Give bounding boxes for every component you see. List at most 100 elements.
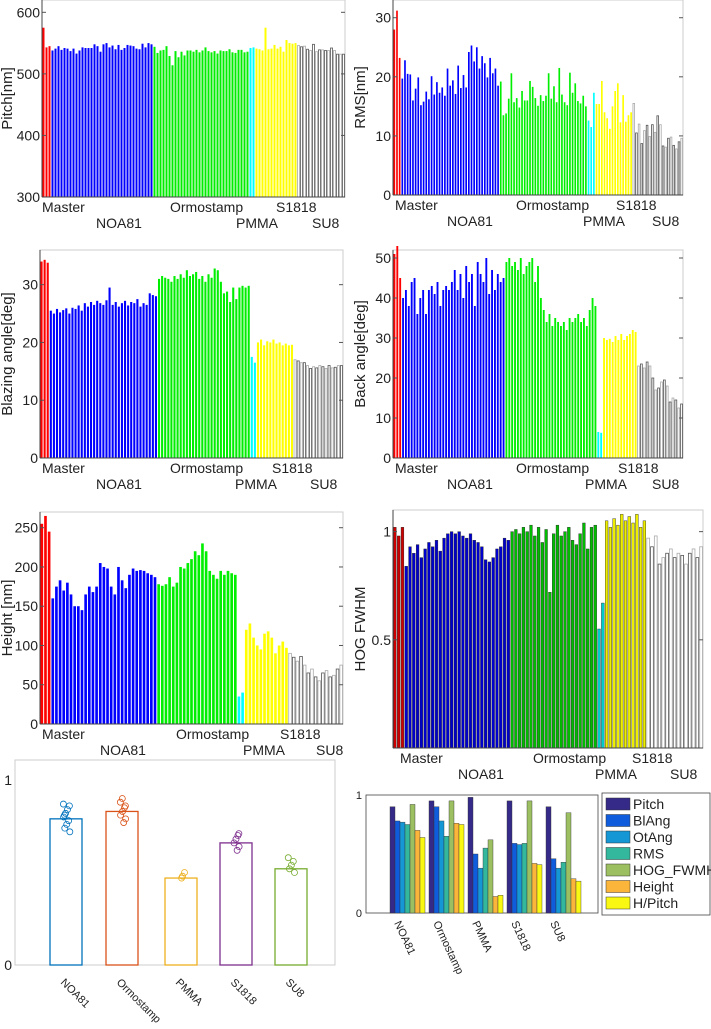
bar-noa81 <box>93 304 96 458</box>
bar-noa81 <box>459 274 462 458</box>
y-axis-label: Back angle[deg] <box>352 300 369 408</box>
bar-noa81 <box>84 48 87 197</box>
bar-noa81 <box>494 290 496 458</box>
y-tick-label: 150 <box>15 598 39 614</box>
bar-su8 <box>672 144 675 196</box>
bar-master <box>40 261 43 458</box>
bar-su8 <box>318 49 321 198</box>
bar-noa81 <box>422 290 425 458</box>
bar-master <box>46 262 49 458</box>
bar-s1818 <box>259 649 263 724</box>
bar-noa81 <box>465 266 468 458</box>
bar-s1818 <box>595 104 598 195</box>
bar-noa81 <box>468 282 471 458</box>
bar-master <box>42 27 45 198</box>
bar-noa81 <box>473 61 475 196</box>
bar-noa81 <box>425 91 428 195</box>
group-label: PMMA <box>585 476 628 492</box>
bar-ormostamp <box>213 51 216 197</box>
bar-su8 <box>324 50 327 198</box>
bar-su8 <box>680 555 685 749</box>
bar-ormostamp <box>542 310 545 458</box>
bar-noa81 <box>408 546 412 749</box>
data-point <box>181 869 188 876</box>
bar-ormostamp <box>204 47 207 198</box>
bar-s1818 <box>266 631 270 724</box>
bar-s1818 <box>598 104 601 195</box>
y-tick-label: 300 <box>17 189 41 205</box>
bar-ormostamp <box>228 49 231 197</box>
bar-noa81 <box>412 553 416 749</box>
bar-master <box>393 29 396 195</box>
bar-height <box>570 878 577 914</box>
bar-ormostamp <box>198 52 201 197</box>
bar-s1818 <box>612 518 616 749</box>
bar-s1818 <box>285 647 288 724</box>
bar-ormostamp <box>577 314 580 458</box>
bar-ormostamp <box>510 531 514 749</box>
bar-su8 <box>653 535 658 749</box>
bar-su8 <box>299 362 303 459</box>
bar-noa81 <box>491 270 493 458</box>
bar-su8 <box>305 365 309 459</box>
bar-noa81 <box>150 574 153 724</box>
legend-swatch <box>605 797 631 811</box>
bar-ormostamp <box>219 50 222 198</box>
bar-noa81 <box>58 580 62 724</box>
bar-noa81 <box>150 44 153 197</box>
bar-s1818 <box>219 842 253 966</box>
bar-ormostamp <box>569 72 571 195</box>
bar-ormostamp <box>223 574 226 724</box>
bar-su8 <box>296 360 300 459</box>
bar-ormostamp <box>210 52 213 197</box>
bar-su8 <box>654 389 658 459</box>
bar-ormostamp <box>593 524 597 749</box>
bar-su8 <box>295 660 300 725</box>
bar-su8 <box>680 137 683 196</box>
bar-s1818 <box>614 336 617 458</box>
bar-ormostamp <box>210 277 213 458</box>
bar-height <box>492 896 499 914</box>
bar-su8 <box>327 50 330 198</box>
bar-s1818 <box>276 48 279 197</box>
bar-ormostamp <box>170 281 173 458</box>
bar-ormostamp <box>571 322 574 458</box>
legend-entry: H/Pitch <box>633 895 678 911</box>
bar-ormostamp <box>586 548 590 749</box>
bar-su8 <box>297 45 300 198</box>
bar-ormostamp <box>579 103 582 195</box>
bar-su8 <box>680 403 683 459</box>
bar-su8 <box>333 50 336 198</box>
bar-hpitch <box>497 895 504 914</box>
group-label: Master <box>395 460 438 476</box>
bar-noa81 <box>485 258 488 458</box>
bar-rms <box>404 824 411 914</box>
bar-ormostamp <box>174 51 177 197</box>
bar-ormostamp <box>182 568 186 724</box>
bar-blang <box>472 853 479 914</box>
bar-su8 <box>302 664 307 725</box>
data-point <box>286 865 293 873</box>
category-label: Ormostamp <box>114 977 163 1024</box>
y-tick-label: 20 <box>375 69 391 85</box>
bar-noa81 <box>413 278 416 458</box>
bar-su8 <box>699 546 703 749</box>
bar-master <box>396 246 399 458</box>
bar-s1818 <box>279 46 282 197</box>
bar-noa81 <box>449 85 452 195</box>
group-label: PMMA <box>243 742 286 758</box>
bar-noa81 <box>431 546 435 749</box>
bar-noa81 <box>483 63 486 196</box>
data-point <box>122 802 129 810</box>
bar-master <box>43 259 46 458</box>
bar-blang <box>550 858 557 914</box>
bar-rms <box>482 847 489 914</box>
bar-noa81 <box>129 45 132 198</box>
bar-su8 <box>321 672 325 725</box>
bar-noa81 <box>84 594 87 724</box>
y-tick-label: 1 <box>383 524 391 540</box>
bar-ormostamp <box>226 291 229 458</box>
bar-s1818 <box>635 514 639 749</box>
bar-su8 <box>635 132 638 196</box>
